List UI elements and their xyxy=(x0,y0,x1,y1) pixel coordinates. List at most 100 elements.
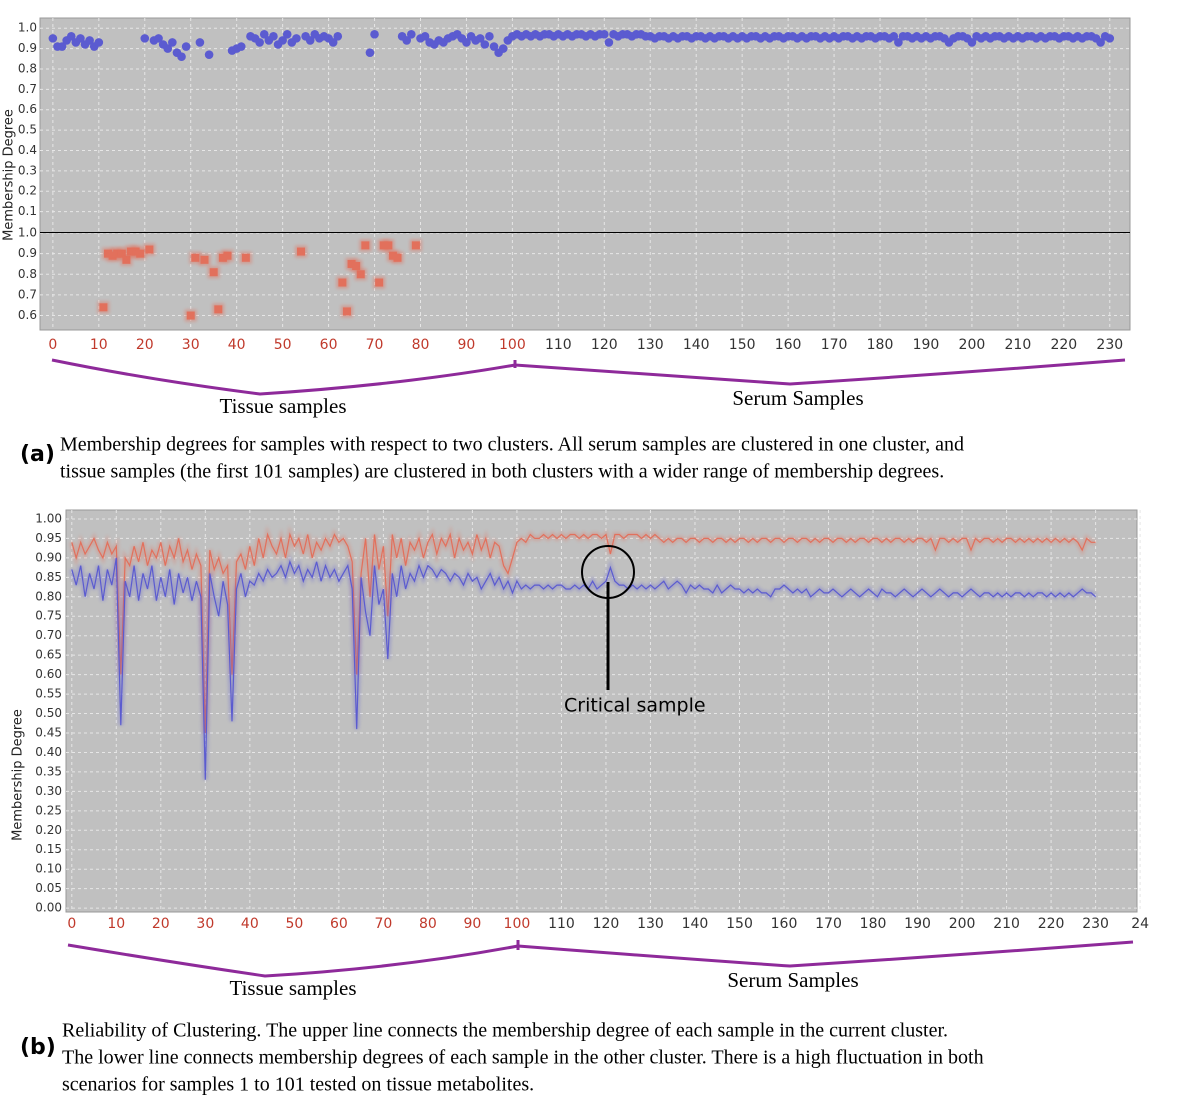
x-tick-label: 180 xyxy=(867,337,894,353)
point xyxy=(1096,38,1105,47)
y-tick-label: 0.65 xyxy=(35,648,62,662)
point xyxy=(604,38,614,47)
y-tick-label: 0.7 xyxy=(18,287,37,301)
y-tick-label: 0.00 xyxy=(35,901,62,915)
point xyxy=(181,42,191,51)
y-tick-label: 0.90 xyxy=(35,550,62,564)
x-tick-label: 130 xyxy=(637,337,664,353)
point xyxy=(356,270,365,279)
x-tick-label: 130 xyxy=(637,916,664,932)
annotation: Critical sample xyxy=(564,695,706,717)
point xyxy=(195,38,205,47)
x-tick-label: 70 xyxy=(366,337,384,353)
point xyxy=(163,44,173,53)
point xyxy=(305,36,315,45)
point xyxy=(99,303,108,312)
x-tick-label: 0 xyxy=(48,337,57,353)
point xyxy=(204,50,214,59)
y-tick-label: 0.35 xyxy=(35,764,62,778)
group-label: Serum Samples xyxy=(732,386,863,410)
point xyxy=(475,34,485,43)
y-tick-label: 0.9 xyxy=(18,246,37,260)
point xyxy=(600,30,609,39)
x-tick-label: 100 xyxy=(499,337,526,353)
x-tick-label: 80 xyxy=(412,337,430,353)
point xyxy=(297,247,306,256)
y-tick-label: 0.1 xyxy=(18,204,37,218)
x-tick-label: 180 xyxy=(860,916,887,932)
point xyxy=(1105,34,1115,43)
x-tick-label: 230 xyxy=(1082,916,1109,932)
y-tick-label: 0.4 xyxy=(18,143,37,157)
y-tick-label: 0.15 xyxy=(35,842,62,856)
y-tick-label: 0.8 xyxy=(18,267,37,281)
y-tick-label: 0.6 xyxy=(18,102,37,116)
caption-line: The lower line connects membership degre… xyxy=(62,1047,984,1069)
point xyxy=(967,38,977,47)
caption-label: (a) xyxy=(20,442,55,467)
y-axis-label: Membership Degree xyxy=(11,709,26,841)
x-tick-label: 150 xyxy=(729,337,756,353)
point xyxy=(200,255,209,264)
x-tick-label: 140 xyxy=(682,916,709,932)
x-tick-label: 170 xyxy=(821,337,848,353)
point xyxy=(48,34,58,43)
x-tick-label: 170 xyxy=(815,916,842,932)
x-tick-label: 10 xyxy=(90,337,108,353)
x-tick-label: 200 xyxy=(949,916,976,932)
y-tick-label: 0.45 xyxy=(35,725,62,739)
y-tick-label: 0.20 xyxy=(35,823,62,837)
point xyxy=(76,34,85,43)
group-bracket xyxy=(67,940,1134,978)
point xyxy=(361,241,370,250)
point xyxy=(66,32,76,41)
caption-line: Membership degrees for samples with resp… xyxy=(60,434,964,456)
point xyxy=(333,32,343,41)
x-tick-label: 70 xyxy=(374,916,392,932)
y-tick-label: 0.30 xyxy=(35,784,62,798)
y-axis-label: Membership Degree xyxy=(2,109,17,241)
point xyxy=(241,253,250,262)
point xyxy=(498,44,508,53)
x-tick-label: 210 xyxy=(1005,337,1032,353)
x-tick-label: 120 xyxy=(591,337,618,353)
x-tick-label: 10 xyxy=(107,916,125,932)
point xyxy=(85,36,94,45)
point xyxy=(255,38,264,47)
x-tick-label: 30 xyxy=(182,337,200,353)
x-tick-label: 220 xyxy=(1050,337,1077,353)
point xyxy=(406,30,416,39)
point xyxy=(282,30,292,39)
x-tick-label: 110 xyxy=(548,916,575,932)
point xyxy=(145,245,154,254)
point xyxy=(365,48,375,57)
point xyxy=(94,38,104,47)
x-tick-label: 230 xyxy=(1096,337,1123,353)
point xyxy=(462,38,471,47)
y-tick-label: 0.6 xyxy=(18,308,37,322)
y-tick-label: 0.7 xyxy=(18,82,37,96)
caption-line: scenarios for samples 1 to 101 tested on… xyxy=(62,1074,534,1096)
y-tick-label: 0.60 xyxy=(35,667,62,681)
point xyxy=(269,32,278,41)
x-tick-label: 140 xyxy=(683,337,710,353)
point xyxy=(223,251,232,260)
point xyxy=(191,253,200,262)
x-tick-label: 160 xyxy=(771,916,798,932)
point xyxy=(140,34,150,43)
point xyxy=(168,38,177,47)
point xyxy=(894,38,903,47)
point xyxy=(57,42,67,51)
point xyxy=(375,278,384,287)
y-tick-label: 0.9 xyxy=(18,41,37,55)
point xyxy=(384,241,393,250)
point xyxy=(177,52,186,62)
point xyxy=(489,42,499,51)
x-tick-label: 190 xyxy=(904,916,931,932)
point xyxy=(214,305,223,314)
y-tick-label: 1.0 xyxy=(18,226,37,240)
x-tick-label: 60 xyxy=(330,916,348,932)
x-tick-label: 220 xyxy=(1038,916,1065,932)
x-tick-label: 110 xyxy=(545,337,572,353)
group-bracket xyxy=(51,358,1126,396)
